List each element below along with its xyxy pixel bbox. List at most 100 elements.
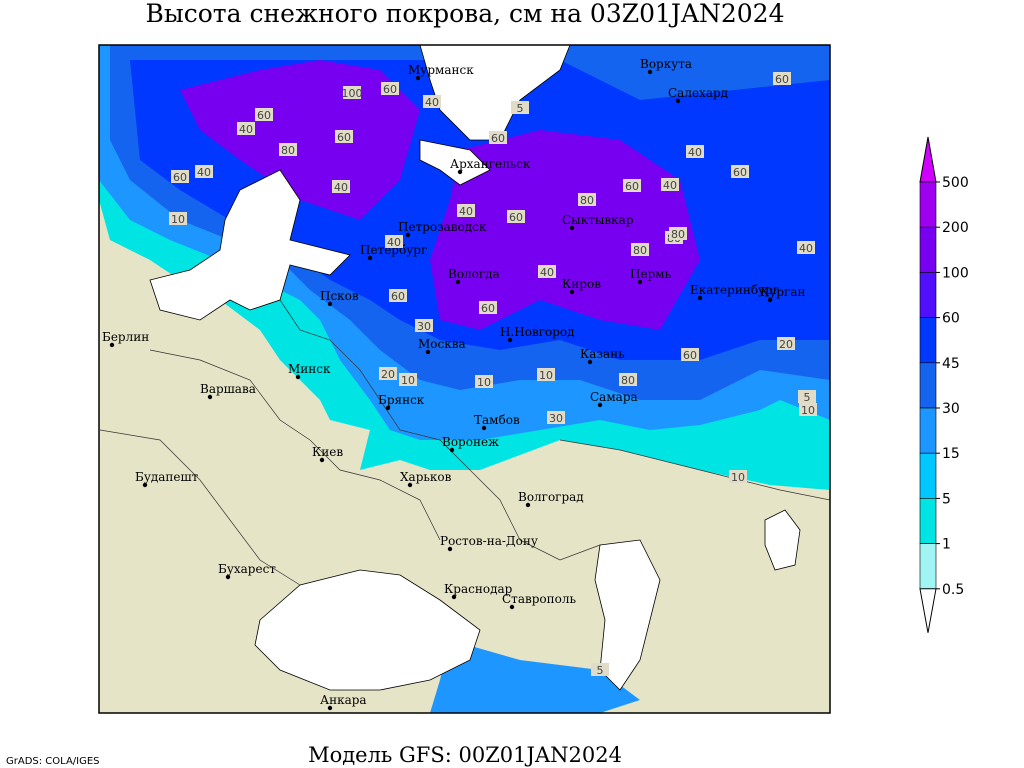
contour-label: 80 — [633, 244, 647, 257]
city-dot — [295, 374, 301, 380]
contour-label: 40 — [197, 166, 211, 179]
city-label: Минск — [288, 362, 331, 376]
legend-swatch — [919, 317, 937, 364]
city-dot — [507, 337, 513, 343]
city-label: Москва — [418, 337, 466, 351]
legend-swatch — [919, 407, 937, 454]
city-label: Ставрополь — [502, 592, 576, 606]
city-dot — [415, 75, 421, 81]
contour-label-bg — [195, 165, 213, 178]
legend-label: 60 — [942, 311, 960, 327]
contour-label: 80 — [281, 144, 295, 157]
contour-label: 80 — [580, 194, 594, 207]
city-dot — [481, 425, 487, 431]
city-label: Петрозаводск — [398, 220, 487, 234]
contour-label-bg — [171, 170, 189, 183]
legend-label: 500 — [942, 175, 969, 191]
legend-swatch — [919, 362, 937, 409]
legend-label: 200 — [942, 220, 969, 236]
city-label: Псков — [320, 289, 359, 303]
city-dot — [449, 447, 455, 453]
city-label: Пермь — [630, 267, 672, 281]
city-label: Петербург — [360, 243, 427, 257]
city-dot — [451, 594, 457, 600]
contour-label: 10 — [477, 376, 491, 389]
city-dot — [509, 604, 515, 610]
contour-label: 60 — [257, 109, 271, 122]
contour-label-bg — [399, 373, 417, 386]
city-label: Будапешт — [135, 470, 199, 484]
contour-label: 60 — [391, 290, 405, 303]
contour-label-bg — [731, 165, 749, 178]
contour-label: 10 — [171, 213, 185, 226]
contour-label: 40 — [688, 146, 702, 159]
city-dot — [569, 289, 575, 295]
contour-label-bg — [169, 212, 187, 225]
contour-label-bg — [623, 179, 641, 192]
contour-label-bg — [379, 367, 397, 380]
city-label: Бухарест — [218, 562, 276, 576]
city-label: Курган — [760, 285, 805, 299]
contour-label-bg — [332, 180, 350, 193]
contour-label-bg — [661, 178, 679, 191]
contour-label-bg — [537, 368, 555, 381]
contour-label: 80 — [671, 228, 685, 241]
contour-label: 40 — [239, 123, 253, 136]
legend-swatch — [919, 272, 937, 318]
city-label: Волгоград — [518, 490, 584, 504]
city-label: Варшава — [200, 382, 256, 396]
city-dot — [405, 232, 411, 238]
contour-label: 40 — [799, 242, 813, 255]
legend-swatch — [919, 498, 937, 544]
baltic-sea — [149, 169, 351, 321]
city-label: Мурманск — [408, 63, 474, 77]
contour-label: 60 — [173, 171, 187, 184]
legend-label: 5 — [942, 491, 951, 507]
contour-label-bg — [729, 470, 747, 483]
contour-label: 60 — [481, 302, 495, 315]
contour-label: 40 — [459, 205, 473, 218]
contour-label: 60 — [775, 73, 789, 86]
city-dot — [587, 359, 593, 365]
map-frame — [98, 44, 831, 714]
contour-label-bg — [381, 82, 399, 95]
contour-label-bg — [631, 243, 649, 256]
legend-swatch — [919, 543, 937, 590]
contour-label: 20 — [779, 338, 793, 351]
legend-swatch — [919, 452, 937, 499]
contour-label: 40 — [540, 266, 554, 279]
contour-label-bg — [777, 337, 795, 350]
title: Высота снежного покрова, см на 03Z01JAN2… — [145, 0, 784, 28]
contour-label-bg — [255, 108, 273, 121]
city-label: Тамбов — [474, 413, 520, 427]
city-dot — [569, 225, 575, 231]
city-label: Берлин — [102, 330, 149, 344]
city-dot — [225, 574, 231, 580]
contour-label: 20 — [381, 368, 395, 381]
caspian-sea — [594, 539, 661, 691]
contour-label-bg — [578, 193, 596, 206]
contour-label-bg — [335, 130, 353, 143]
white-sea — [419, 139, 491, 186]
contour-label-bg — [343, 86, 361, 99]
contour-label-bg — [507, 210, 525, 223]
contour-label: 80 — [621, 374, 635, 387]
city-label: Казань — [580, 347, 625, 361]
contour-label-bg — [423, 95, 441, 108]
contour-label: 40 — [334, 181, 348, 194]
legend-label: 1 — [942, 537, 951, 553]
city-dot — [327, 301, 333, 307]
contour-label: 60 — [509, 211, 523, 224]
city-dot — [767, 297, 773, 303]
legend-arrow-bottom — [919, 588, 937, 633]
contour-label-bg — [591, 663, 609, 676]
credit: GrADS: COLA/IGES — [6, 756, 100, 767]
footer: Модель GFS: 00Z01JAN2024 — [308, 743, 622, 767]
contour-label-bg — [797, 241, 815, 254]
contour-label-bg — [385, 235, 403, 248]
contour-label: 5 — [804, 391, 811, 404]
contour-label-bg — [681, 348, 699, 361]
contour-label-bg — [489, 131, 507, 144]
contour-label-bg — [773, 72, 791, 85]
contour-label: 30 — [549, 412, 563, 425]
